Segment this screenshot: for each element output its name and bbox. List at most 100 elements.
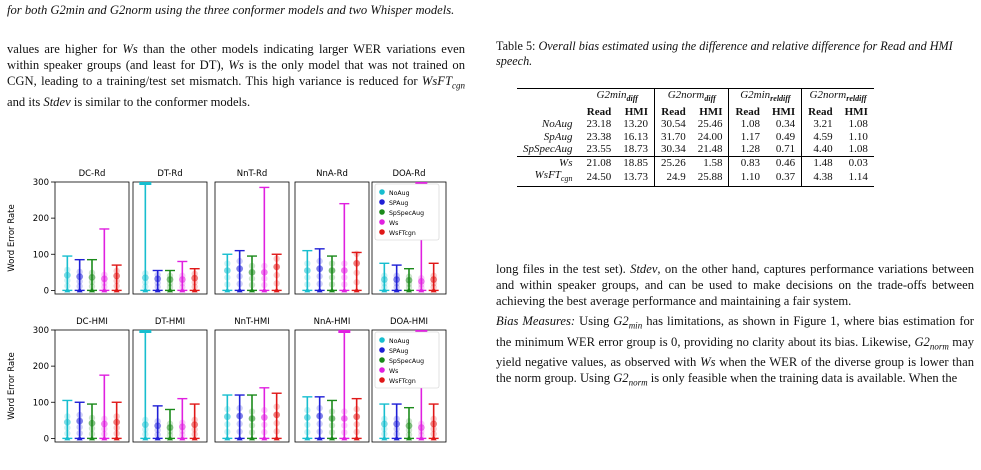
panel-title: DT-Rd: [157, 169, 182, 179]
min-marker: [261, 287, 268, 293]
min-marker: [113, 287, 120, 293]
table-cell: 16.13: [623, 130, 648, 143]
data-point: [142, 283, 149, 290]
math-stdev: Stdev: [43, 94, 71, 109]
data-point: [64, 424, 71, 432]
data-point: [224, 428, 231, 436]
median-point: [154, 422, 162, 430]
col-header: Read: [801, 105, 839, 119]
data-point: [113, 282, 120, 290]
min-marker: [341, 287, 348, 293]
table-cell: 31.70: [653, 130, 692, 144]
data-point: [273, 403, 280, 410]
data-point: [64, 272, 71, 279]
legend-swatch: [379, 219, 385, 225]
table-cell: 0.03: [838, 155, 874, 170]
data-point: [191, 431, 198, 438]
data-point: [316, 265, 323, 272]
panel-frame: [132, 329, 208, 443]
data-point: [341, 267, 348, 274]
math-wsft: WsFT: [421, 74, 452, 88]
data-point: [304, 414, 311, 421]
median-point: [223, 267, 231, 274]
data-point: [142, 278, 149, 286]
data-point: [304, 274, 311, 281]
data-point: [179, 283, 186, 291]
data-point: [154, 431, 161, 438]
panel-title: DOA-HMI: [390, 317, 428, 327]
min-marker: [76, 287, 83, 293]
data-point: [179, 280, 186, 287]
data-point: [236, 412, 243, 420]
panel-plot: [139, 182, 200, 293]
legend-label: SPAug: [389, 200, 408, 207]
data-point: [353, 279, 360, 286]
y-tick-label: 200: [33, 362, 49, 372]
data-point: [248, 415, 256, 422]
panel-frame: [371, 329, 447, 443]
text-run: is similar to the conformer models.: [70, 94, 251, 109]
median-point: [166, 276, 174, 283]
data-point: [76, 411, 83, 419]
min-marker: [154, 435, 161, 441]
row-label: WsFTcgn: [517, 169, 581, 187]
data-point: [430, 276, 437, 283]
data-point: [418, 420, 425, 427]
median-point: [113, 418, 121, 426]
data-point: [418, 274, 425, 282]
panel-title: DOA-Rd: [392, 169, 425, 179]
data-point: [101, 425, 108, 433]
data-point: [179, 427, 186, 435]
group-header: G2normdiff: [653, 87, 729, 106]
min-marker: [154, 287, 161, 293]
median-point: [353, 259, 361, 267]
min-marker: [249, 287, 255, 293]
panel-frame: [54, 329, 130, 443]
legend-label: SpSpecAug: [389, 210, 424, 217]
median-point: [88, 419, 96, 427]
data-point: [142, 270, 149, 277]
data-point: [88, 274, 96, 281]
data-point: [101, 420, 108, 428]
data-point: [142, 274, 149, 281]
data-point: [224, 260, 231, 267]
data-point: [328, 429, 336, 436]
data-point: [381, 430, 388, 438]
table-row: WsFTcgn 24.50 13.73 24.9 25.88 1.10 0.37 4.38 1.…: [517, 169, 874, 187]
data-point: [101, 283, 108, 291]
row-label: SpSpecAug: [523, 143, 573, 156]
data-point: [236, 420, 243, 428]
table-cell: 0.71: [775, 143, 796, 156]
data-point: [393, 415, 400, 423]
min-marker: [64, 435, 71, 441]
panel-plot: [62, 374, 122, 441]
col-header: HMI: [844, 105, 868, 118]
data-point: [430, 415, 437, 423]
col-header: HMI: [699, 105, 723, 118]
text-run: values are higher for: [7, 42, 123, 56]
min-marker: [191, 435, 198, 441]
data-point: [154, 279, 161, 287]
legend-swatch: [379, 347, 385, 353]
data-point: [405, 418, 413, 425]
data-point: [248, 408, 256, 415]
data-point: [328, 267, 336, 274]
min-marker: [89, 287, 95, 293]
median-point: [88, 273, 96, 281]
data-point: [328, 260, 336, 267]
data-point: [393, 276, 400, 283]
median-point: [141, 421, 149, 429]
data-point: [224, 267, 231, 274]
math-sub: cgn: [452, 80, 465, 91]
data-point: [166, 276, 174, 283]
text-run: is the only model that was not trained o…: [7, 58, 465, 88]
data-point: [248, 269, 256, 276]
table-cell: 24.9: [653, 169, 692, 187]
median-point: [380, 276, 388, 283]
legend-label: NoAug: [389, 190, 410, 197]
math-ws: Ws: [700, 355, 716, 370]
min-marker: [179, 435, 186, 441]
data-point: [405, 273, 413, 280]
y-tick-label: 0: [44, 434, 49, 444]
data-point: [179, 272, 186, 279]
